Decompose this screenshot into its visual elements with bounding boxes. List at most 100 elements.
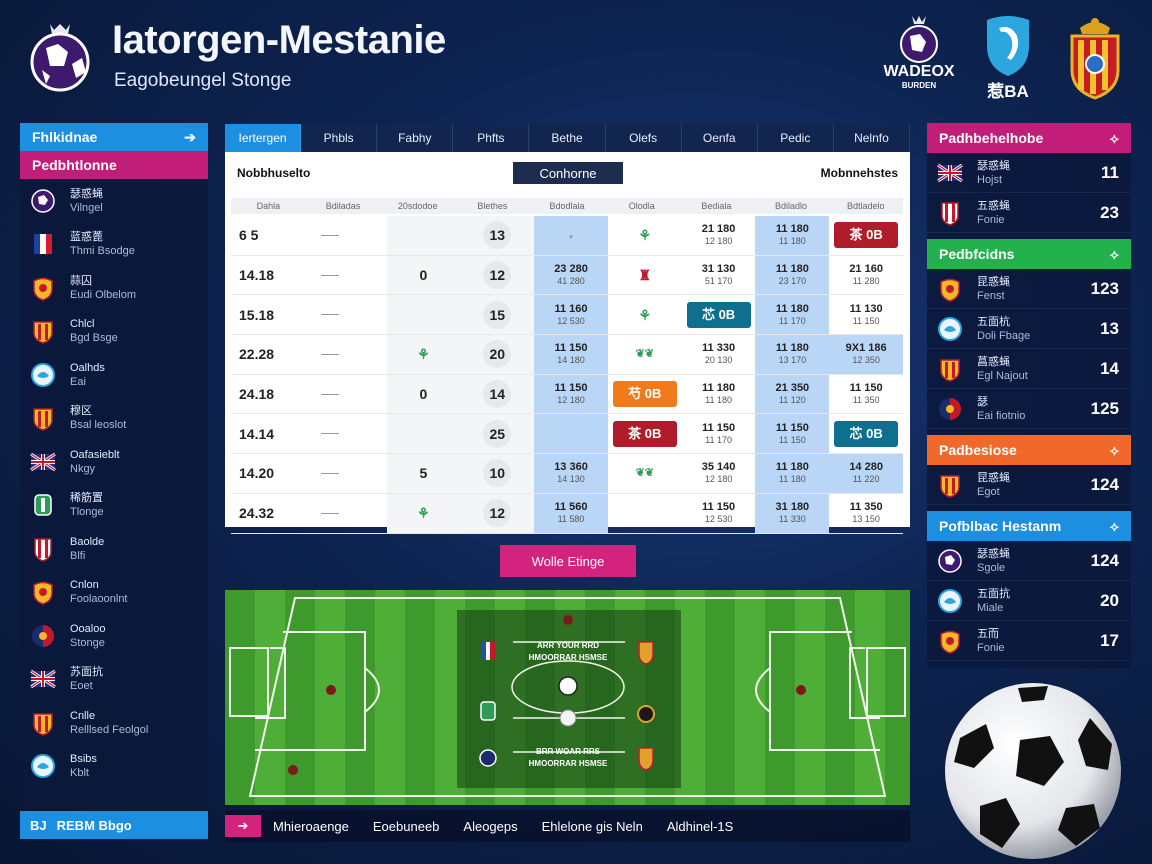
red-white-crest-icon	[941, 201, 959, 226]
right-list-item[interactable]: 五惑蝇 Fonie 23	[927, 193, 1131, 233]
field-view-button[interactable]: Wolle Etinge	[500, 545, 636, 577]
left-bar-primary[interactable]: Fhlkidnae ➔	[20, 123, 208, 151]
tab-8[interactable]: Pedic	[758, 124, 834, 152]
odds-badge[interactable]: 芯 0B	[686, 301, 751, 328]
number-badge[interactable]: 13	[483, 221, 512, 250]
table-row[interactable]: 24.32 ⚘ 12 11 560 11 580 11 150 12 530 31 …	[231, 493, 903, 534]
left-list-item[interactable]: Cnlon Foolaoonlnt	[20, 571, 208, 615]
left-list-item[interactable]: 蓝惑蓖 Thmi Bsodge	[20, 223, 208, 267]
table-row[interactable]: 14.20 5 10 13 360 14 130 ❦❦ 35 140 12 180 …	[231, 454, 904, 494]
right-list-item[interactable]: 五面抗 Miale 20	[927, 581, 1131, 621]
number-badge[interactable]: 12	[483, 261, 512, 290]
pitch-top-label: ARR YOUR RRD	[537, 641, 599, 650]
right-section-header[interactable]: Pofblbac Hestanm ⟡	[927, 511, 1131, 541]
column-header[interactable]: Bdodlala	[549, 201, 585, 211]
odds-badge[interactable]: 芯 0B	[834, 420, 899, 447]
table-header-mid[interactable]: Conhorne	[513, 162, 623, 184]
bottom-nav-item[interactable]: Aldhinel-1S	[666, 818, 734, 834]
number-badge[interactable]: 12	[483, 499, 512, 528]
value-sub: 51 170	[704, 276, 733, 287]
tab-7[interactable]: Oenfa	[682, 124, 758, 152]
value-cell: 11 560 11 580	[534, 493, 608, 533]
right-section-header[interactable]: Padbesiose ⟡	[927, 435, 1131, 465]
bottom-nav-item[interactable]: Aleogeps	[463, 818, 518, 834]
bottom-nav-item[interactable]: Mhieroaenge	[273, 818, 349, 834]
left-list-item-title: Baolde	[70, 535, 105, 548]
time-cell: 14.18	[231, 256, 313, 295]
left-list-item[interactable]: Ooaloo Stonge	[20, 614, 208, 658]
left-list-item[interactable]: 苏面抗 Eoet	[20, 658, 208, 702]
left-list-item[interactable]: Bsibs Kblt	[20, 745, 208, 789]
column-header[interactable]: Bdiladlo	[775, 201, 808, 211]
right-list-item-value: 14	[1100, 358, 1119, 378]
column-header[interactable]: Blethes	[477, 201, 508, 211]
odds-badge[interactable]: 茶 0B	[612, 420, 677, 447]
left-list-item[interactable]: 稀筋置 Tlonge	[20, 484, 208, 528]
value-main: 31 180	[775, 501, 810, 514]
left-list-item[interactable]: Oafasieblt Nkgy	[20, 440, 208, 484]
tab-2[interactable]: Phbls	[301, 124, 378, 152]
right-section-header[interactable]: Pedbfcidns ⟡	[927, 239, 1131, 269]
red-white-crest-icon	[34, 538, 52, 562]
tab-9[interactable]: Nelnfo	[834, 124, 910, 152]
brand-left[interactable]: WADEOX BURDEN	[880, 14, 958, 90]
number-badge[interactable]: 14	[483, 380, 512, 409]
odds-badge[interactable]: 芍 0B	[612, 381, 677, 408]
column-header[interactable]: Bdtladelo	[846, 201, 885, 211]
tab-3[interactable]: Fabhy	[377, 124, 454, 152]
right-list-item[interactable]: 昆惑蝇 Egot 124	[927, 465, 1131, 505]
bottom-arrow-button[interactable]: ➔	[225, 815, 261, 837]
left-bar-secondary[interactable]: Pedbhtlonne	[20, 151, 208, 179]
column-header[interactable]: Bediala	[701, 201, 732, 211]
uk-flag-icon	[937, 163, 963, 182]
value-sub: 11 180	[778, 474, 806, 485]
table-row[interactable]: 15.18 15 11 160 12 530 ⚘ 芯 0B 11 180 11 17…	[231, 295, 903, 336]
number-badge[interactable]: 25	[483, 419, 512, 448]
bottom-nav-item[interactable]: Ehlelone gis Neln	[541, 818, 643, 834]
table-row[interactable]: 6 5 13 ᵥ ⚘ 21 180 12 180 11 180 11 180 茶 …	[231, 216, 903, 256]
left-list-item[interactable]: Oalhds Eai	[20, 353, 208, 397]
tab-5[interactable]: Bethe	[529, 124, 606, 152]
left-list-item[interactable]: 蒜囚 Eudi Olbelom	[20, 266, 208, 310]
value-sub: 12 530	[557, 315, 585, 326]
table-row[interactable]: 14.14 25 茶 0B 11 150 11 170 11 150 11 150…	[231, 414, 903, 455]
value-main: 11 150	[702, 501, 736, 514]
bottom-nav-item[interactable]: Eoebuneeb	[372, 818, 440, 834]
left-list-item[interactable]: Chlcl Bgd Bsge	[20, 310, 208, 354]
column-header[interactable]: 20sdodoe	[397, 201, 438, 211]
left-list-item[interactable]: 穆区 Bsal leoslot	[20, 397, 208, 441]
table-row[interactable]: 22.28 ⚘ 20 11 150 14 180 ❦❦ 11 330 20 130 …	[231, 335, 904, 375]
right-list-item[interactable]: 菖惑蝇 Egl Najout 14	[927, 349, 1131, 389]
number-badge[interactable]: 15	[483, 300, 512, 329]
tab-4[interactable]: Phfts	[453, 124, 530, 152]
left-footer-button[interactable]: BJ REBM Bbgo	[20, 811, 208, 839]
column-header[interactable]: Bdiladas	[325, 201, 361, 211]
right-list-item-title: 瑟惑蝇	[977, 159, 1010, 172]
right-section-header[interactable]: Padhbehelhobe ⟡	[927, 123, 1131, 153]
right-list-item[interactable]: 瑟惑蝇 Sgole 124	[927, 541, 1131, 581]
royal-crest-icon[interactable]	[1066, 14, 1124, 100]
left-list-item[interactable]: Baolde Blfi	[20, 527, 208, 571]
right-list-item[interactable]: 五而 Fonie 17	[927, 621, 1131, 661]
left-list-item[interactable]: 瑟惑蝇 Vilngel	[20, 179, 208, 223]
number-badge[interactable]: 10	[483, 459, 512, 488]
left-panel: Fhlkidnae ➔ Pedbhtlonne 瑟惑蝇 Vilngel 蓝惑蓖 …	[20, 123, 208, 808]
tab-6[interactable]: Olefs	[606, 124, 682, 152]
column-header[interactable]: Dahla	[256, 201, 281, 211]
right-list-item[interactable]: 五面杭 Doli Fbage 13	[927, 309, 1131, 349]
number-badge[interactable]: 20	[483, 340, 512, 369]
table-row[interactable]: 24.18 0 14 11 150 12 180 芍 0B 11 180 11 18…	[231, 374, 903, 415]
right-list-item[interactable]: 瑟 Eai fiotnio 125	[927, 389, 1131, 429]
pitch-bottom-label-2: HMOORRAR HSMSE	[529, 759, 608, 768]
odds-badge[interactable]: 茶 0B	[834, 222, 899, 249]
table-row[interactable]: 14.18 0 12 23 280 41 280 ♜ 31 130 51 170 1…	[231, 255, 903, 296]
right-list-item[interactable]: 昆惑蝇 Fenst 123	[927, 269, 1131, 309]
value-cell: 21 350 11 120	[755, 374, 830, 414]
tab-1[interactable]: Iertergen	[225, 124, 302, 152]
left-list-item[interactable]: Cnlle Relllsed Feolgol	[20, 701, 208, 745]
column-header[interactable]: Olodla	[628, 201, 655, 211]
right-list-item-value: 123	[1090, 278, 1119, 298]
brand-mid[interactable]: 惹BA	[978, 14, 1038, 102]
french-flag-crest-icon	[34, 234, 52, 255]
right-list-item[interactable]: 瑟惑蝇 Hojst 11	[927, 153, 1131, 193]
